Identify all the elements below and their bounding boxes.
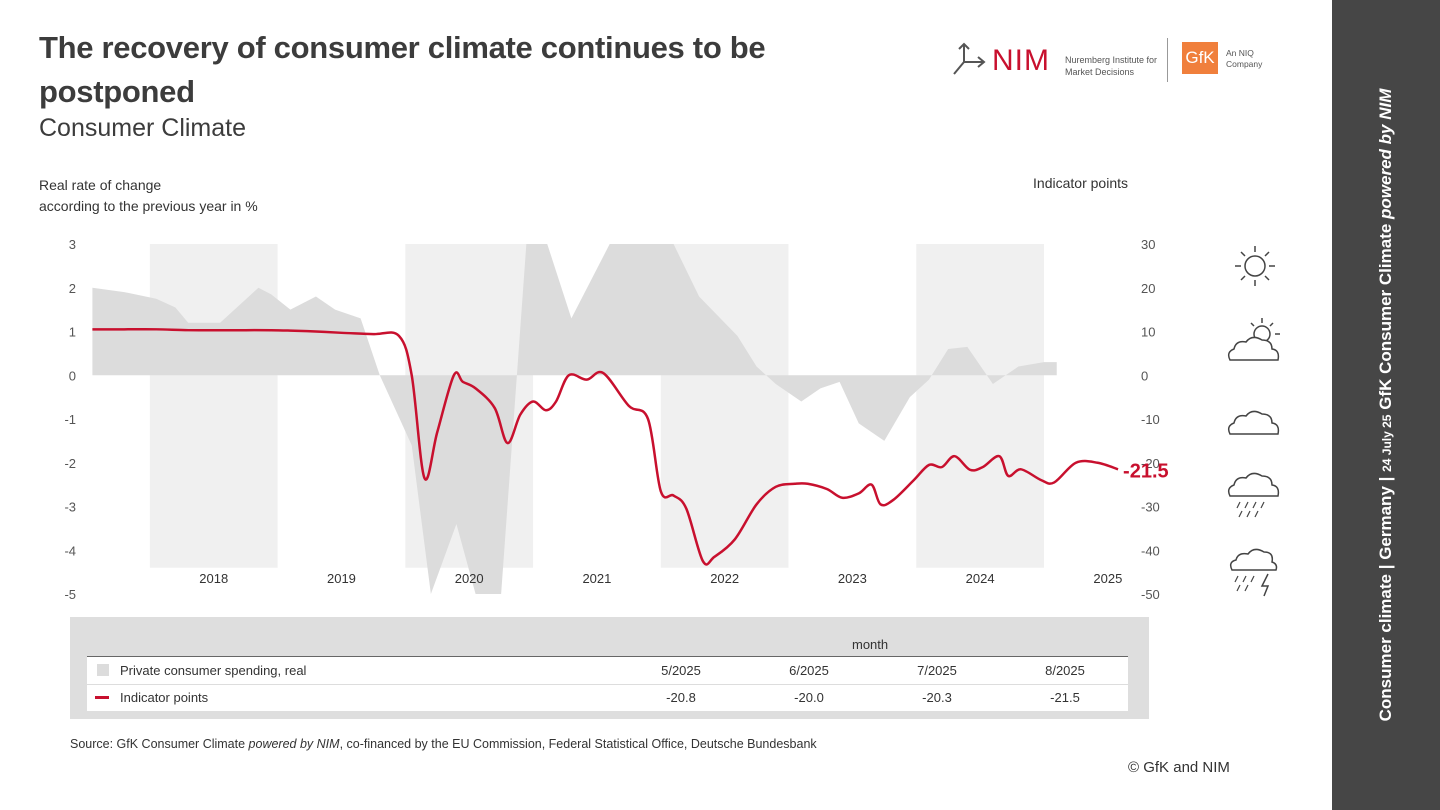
y-right-tick-label: -50	[1141, 587, 1160, 602]
left-axis-label: Real rate of change according to the pre…	[39, 177, 258, 214]
y-left-tick-label: -1	[64, 412, 76, 427]
sidebar	[1332, 0, 1440, 810]
y-left-tick-label: 1	[69, 325, 76, 340]
sidebar-date: 24 July 25	[1380, 414, 1394, 472]
table-cell: -20.3	[922, 690, 952, 705]
y-left-tick-label: -2	[64, 456, 76, 471]
x-tick-label: 2019	[327, 571, 356, 586]
nim-logo: NIM	[992, 44, 1050, 77]
table-row-label: Private consumer spending, real	[120, 663, 307, 678]
y-left-tick-label: -3	[64, 500, 76, 515]
x-tick-label: 2023	[838, 571, 867, 586]
x-tick-label: 2024	[966, 571, 995, 586]
source-note: Source: GfK Consumer Climate powered by …	[70, 737, 817, 751]
table-cell: -21.5	[1050, 690, 1080, 705]
y-right-tick-label: -10	[1141, 412, 1160, 427]
y-left-tick-label: -4	[64, 543, 76, 558]
year-band	[916, 244, 1044, 568]
x-tick-label: 2025	[1093, 571, 1122, 586]
table-month-header: month	[852, 637, 889, 652]
y-right-tick-label: 30	[1141, 237, 1155, 252]
table-col-header: 5/2025	[661, 663, 701, 678]
x-tick-label: 2020	[455, 571, 484, 586]
logo-divider	[1167, 38, 1168, 82]
indicator-end-label: -21.5	[1123, 460, 1169, 482]
y-left-tick-label: 3	[69, 237, 76, 252]
x-tick-label: 2022	[710, 571, 739, 586]
thunderstorm-icon	[1229, 548, 1278, 597]
table-col-header: 6/2025	[789, 663, 829, 678]
table-row: Indicator points -20.8 -20.0 -20.3 -21.5	[87, 684, 1128, 711]
table-top-rule	[87, 656, 1128, 657]
y-left-tick-label: -5	[64, 587, 76, 602]
data-table: month Private consumer spending, real 5/…	[70, 617, 1149, 719]
sun-cloud-icon	[1227, 318, 1280, 361]
legend-swatch-indicator	[95, 696, 109, 699]
indicator-line	[92, 327, 1119, 566]
table-row: Private consumer spending, real 5/2025 6…	[87, 657, 1128, 685]
y-right-tick-label: 10	[1141, 325, 1155, 340]
y-right-tick-label: 0	[1141, 368, 1148, 383]
table-col-header: 7/2025	[917, 663, 957, 678]
copyright: © GfK and NIM	[1128, 759, 1230, 776]
right-axis-label: Indicator points	[1033, 175, 1128, 191]
y-left-tick-label: 2	[69, 281, 76, 296]
sidebar-part3: powered by NIM	[1376, 88, 1395, 219]
table-col-header: 8/2025	[1045, 663, 1085, 678]
source-italic: powered by NIM	[248, 737, 340, 751]
page-title: The recovery of consumer climate continu…	[39, 30, 766, 109]
source-prefix: Source: GfK Consumer Climate	[70, 737, 249, 751]
rain-cloud-icon	[1227, 472, 1280, 518]
gfk-logo: GfK	[1182, 42, 1218, 74]
x-tick-label: 2021	[582, 571, 611, 586]
table-row-label: Indicator points	[120, 690, 209, 705]
sidebar-part2: GfK Consumer Climate	[1376, 218, 1395, 415]
logo-area: NIM Nuremberg Institute for Market Decis…	[950, 38, 1280, 84]
cloud-icon	[1227, 410, 1280, 435]
x-tick-label: 2018	[199, 571, 228, 586]
page-subtitle: Consumer Climate	[39, 114, 247, 142]
gfk-logo-subtitle: An NIQ Company	[1226, 48, 1263, 69]
sidebar-part1: Consumer climate | Germany |	[1376, 471, 1395, 722]
row-separator	[87, 684, 1128, 685]
y-right-tick-label: -40	[1141, 543, 1160, 558]
sidebar-caption: Consumer climate | Germany | 24 July 25 …	[1376, 89, 1396, 722]
table-body: Private consumer spending, real 5/2025 6…	[87, 657, 1128, 711]
consumer-climate-chart: 2018 2019 2020 2021 2022 2023 2024 20253210-1-2…	[64, 237, 1169, 602]
legend-swatch-spending	[97, 664, 109, 676]
y-right-tick-label: -20	[1141, 456, 1160, 471]
y-left-tick-label: 0	[69, 368, 76, 383]
nim-logo-subtitle: Nuremberg Institute for Market Decisions	[1065, 55, 1158, 77]
y-right-tick-label: 20	[1141, 281, 1155, 296]
table-cell: -20.0	[794, 690, 824, 705]
table-cell: -20.8	[666, 690, 696, 705]
sun-icon	[1235, 246, 1275, 286]
nim-arrow-icon	[953, 42, 986, 75]
source-suffix: , co-financed by the EU Commission, Fede…	[339, 737, 817, 751]
y-right-tick-label: -30	[1141, 500, 1160, 515]
